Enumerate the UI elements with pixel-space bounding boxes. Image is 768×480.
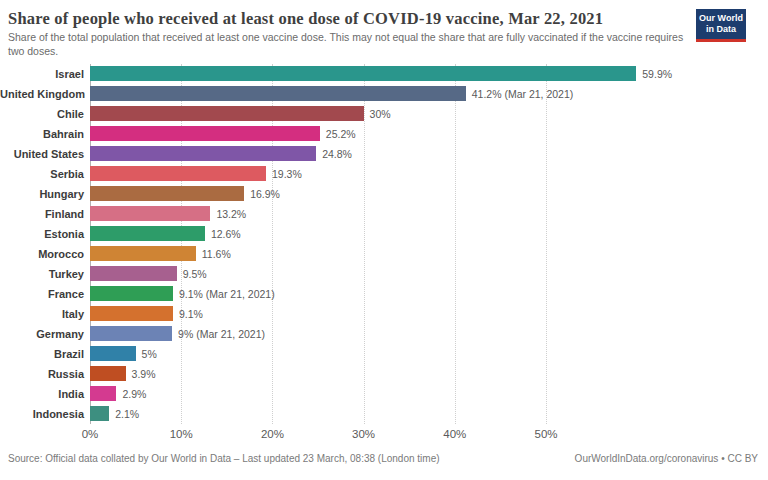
x-tick-label-40: 40% xyxy=(443,428,466,440)
bar-row-bahrain: Bahrain 25.2% xyxy=(0,124,768,144)
bar-chile[interactable] xyxy=(90,106,364,121)
bar-bahrain[interactable] xyxy=(90,126,320,141)
chart-subtitle: Share of the total population that recei… xyxy=(8,30,692,59)
country-label-israel: Israel xyxy=(0,64,84,84)
owid-link[interactable]: OurWorldInData.org/coronavirus • CC BY xyxy=(575,453,758,464)
bar-row-italy: Italy 9.1% xyxy=(0,304,768,324)
value-label-estonia: 12.6% xyxy=(211,224,241,244)
bar-brazil[interactable] xyxy=(90,346,136,361)
bar-row-india: India 2.9% xyxy=(0,384,768,404)
bar-india[interactable] xyxy=(90,386,116,401)
country-label-serbia: Serbia xyxy=(0,164,84,184)
owid-logo-line1: Our World xyxy=(696,13,746,24)
country-label-brazil: Brazil xyxy=(0,344,84,364)
owid-logo[interactable]: Our World in Data xyxy=(696,9,746,42)
bar-turkey[interactable] xyxy=(90,266,177,281)
owid-chart-page: Share of people who received at least on… xyxy=(0,0,768,480)
source-note: Source: Official data collated by Our Wo… xyxy=(8,453,440,464)
bar-row-estonia: Estonia 12.6% xyxy=(0,224,768,244)
bar-row-morocco: Morocco 11.6% xyxy=(0,244,768,264)
bar-row-chile: Chile 30% xyxy=(0,104,768,124)
country-label-bahrain: Bahrain xyxy=(0,124,84,144)
bar-row-germany: Germany 9% (Mar 21, 2021) xyxy=(0,324,768,344)
chart-title: Share of people who received at least on… xyxy=(8,9,603,29)
x-tick-label-30: 30% xyxy=(352,428,375,440)
value-label-chile: 30% xyxy=(370,104,391,124)
bar-row-united-kingdom: United Kingdom 41.2% (Mar 21, 2021) xyxy=(0,84,768,104)
country-label-india: India xyxy=(0,384,84,404)
value-label-finland: 13.2% xyxy=(216,204,246,224)
bar-row-brazil: Brazil 5% xyxy=(0,344,768,364)
bar-row-turkey: Turkey 9.5% xyxy=(0,264,768,284)
country-label-italy: Italy xyxy=(0,304,84,324)
country-label-united-kingdom: United Kingdom xyxy=(0,84,84,104)
value-label-israel: 59.9% xyxy=(642,64,672,84)
bar-serbia[interactable] xyxy=(90,166,266,181)
owid-logo-line2: in Data xyxy=(696,24,746,35)
value-label-hungary: 16.9% xyxy=(250,184,280,204)
value-label-russia: 3.9% xyxy=(132,364,156,384)
bar-morocco[interactable] xyxy=(90,246,196,261)
value-label-united-states: 24.8% xyxy=(322,144,352,164)
bar-row-france: France 9.1% (Mar 21, 2021) xyxy=(0,284,768,304)
bar-hungary[interactable] xyxy=(90,186,244,201)
value-label-morocco: 11.6% xyxy=(202,244,231,264)
country-label-morocco: Morocco xyxy=(0,244,84,264)
bar-row-finland: Finland 13.2% xyxy=(0,204,768,224)
value-label-brazil: 5% xyxy=(142,344,157,364)
bar-france[interactable] xyxy=(90,286,173,301)
value-label-indonesia: 2.1% xyxy=(115,404,139,424)
country-label-hungary: Hungary xyxy=(0,184,84,204)
bar-row-hungary: Hungary 16.9% xyxy=(0,184,768,204)
bar-germany[interactable] xyxy=(90,326,172,341)
country-label-germany: Germany xyxy=(0,324,84,344)
bar-row-united-states: United States 24.8% xyxy=(0,144,768,164)
value-label-serbia: 19.3% xyxy=(272,164,302,184)
bar-italy[interactable] xyxy=(90,306,173,321)
x-tick-label-20: 20% xyxy=(261,428,284,440)
bar-row-israel: Israel 59.9% xyxy=(0,64,768,84)
bar-estonia[interactable] xyxy=(90,226,205,241)
bar-finland[interactable] xyxy=(90,206,210,221)
value-label-bahrain: 25.2% xyxy=(326,124,356,144)
bar-united-states[interactable] xyxy=(90,146,316,161)
bar-row-serbia: Serbia 19.3% xyxy=(0,164,768,184)
bar-chart-plot-area: 0%10%20%30%40%50%Israel59.9%United Kingd… xyxy=(0,64,768,424)
bar-row-russia: Russia 3.9% xyxy=(0,364,768,384)
value-label-france: 9.1% (Mar 21, 2021) xyxy=(179,284,275,304)
country-label-indonesia: Indonesia xyxy=(0,404,84,424)
value-label-india: 2.9% xyxy=(122,384,146,404)
country-label-france: France xyxy=(0,284,84,304)
bar-israel[interactable] xyxy=(90,66,636,81)
bar-row-indonesia: Indonesia 2.1% xyxy=(0,404,768,424)
country-label-united-states: United States xyxy=(0,144,84,164)
x-tick-label-0: 0% xyxy=(82,428,99,440)
country-label-finland: Finland xyxy=(0,204,84,224)
bar-russia[interactable] xyxy=(90,366,126,381)
country-label-estonia: Estonia xyxy=(0,224,84,244)
bar-united-kingdom[interactable] xyxy=(90,86,466,101)
value-label-turkey: 9.5% xyxy=(183,264,207,284)
value-label-germany: 9% (Mar 21, 2021) xyxy=(178,324,265,344)
country-label-russia: Russia xyxy=(0,364,84,384)
x-tick-label-50: 50% xyxy=(534,428,557,440)
value-label-united-kingdom: 41.2% (Mar 21, 2021) xyxy=(472,84,574,104)
bar-indonesia[interactable] xyxy=(90,406,109,421)
country-label-chile: Chile xyxy=(0,104,84,124)
x-tick-label-10: 10% xyxy=(170,428,193,440)
value-label-italy: 9.1% xyxy=(179,304,203,324)
country-label-turkey: Turkey xyxy=(0,264,84,284)
